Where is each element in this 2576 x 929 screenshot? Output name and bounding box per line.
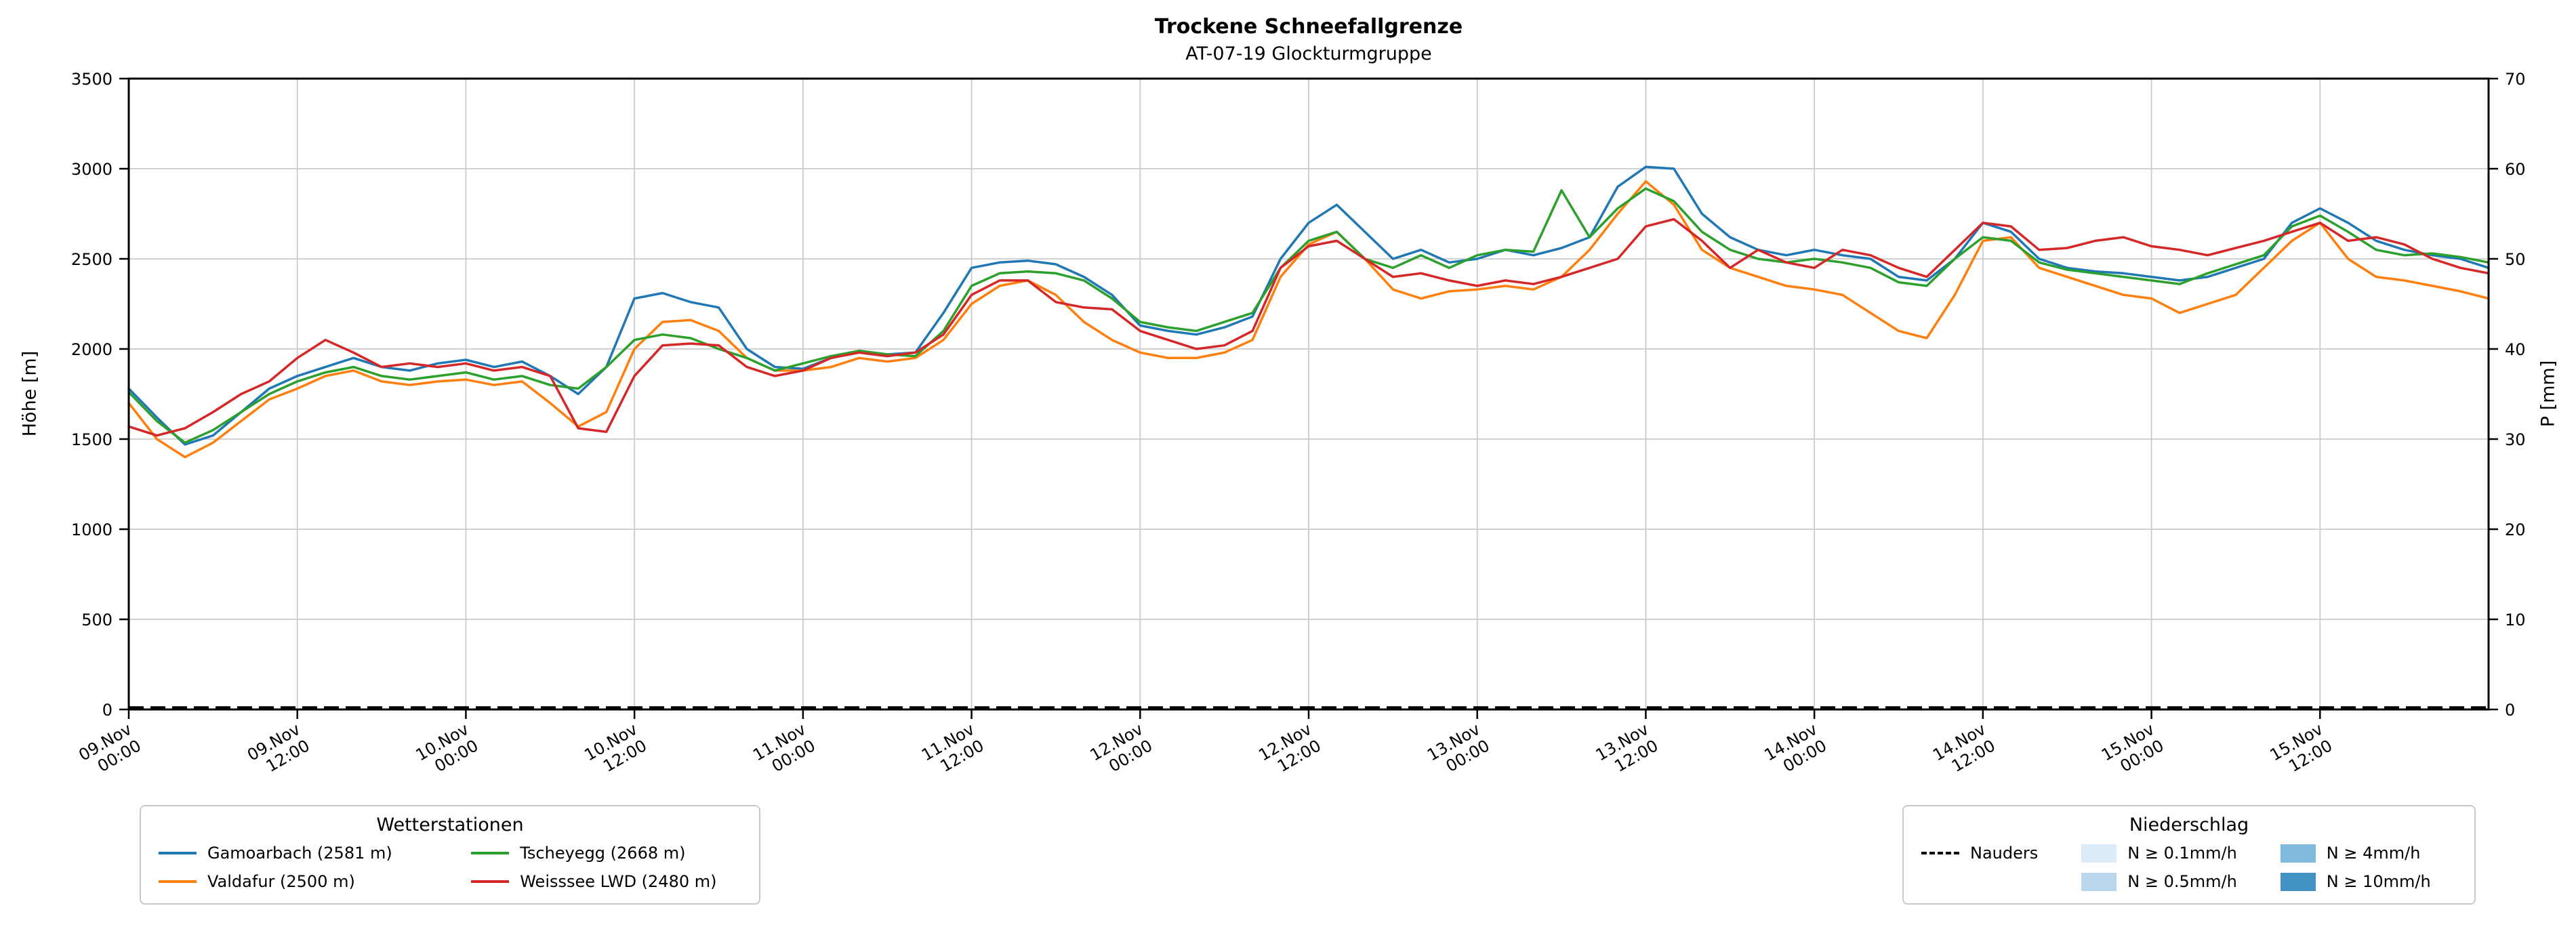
x-tick-label: 09.Nov00:00 bbox=[75, 720, 144, 781]
x-tick-label-text: 14.Nov12:00 bbox=[1929, 720, 1999, 781]
right-tick-label: 50 bbox=[2505, 250, 2526, 269]
legend-stations: Wetterstationen Gamoarbach (2581 m) Valda… bbox=[140, 805, 760, 905]
dashed-line-swatch bbox=[1921, 852, 1959, 854]
x-tick-label-text: 11.Nov12:00 bbox=[918, 720, 987, 781]
legend-item-n-0-5mm-h: N ≥ 0.5mm/h bbox=[2081, 872, 2237, 891]
legend-item-valdafur-2500-m: Valdafur (2500 m) bbox=[159, 872, 417, 891]
x-tick-label: 11.Nov12:00 bbox=[918, 720, 987, 781]
left-tick-label: 0 bbox=[102, 701, 113, 720]
right-tick-label: 70 bbox=[2505, 70, 2526, 89]
left-tick-label: 500 bbox=[81, 611, 113, 629]
plot-area: 0 500 1000 1500 2000 2500 3000 3500 0 10 20 30 40 50 6… bbox=[71, 70, 2526, 781]
left-tick-label: 3000 bbox=[71, 160, 113, 179]
legend-precip-column: N ≥ 0.1mm/h N ≥ 0.5mm/h bbox=[2081, 844, 2237, 891]
x-tick-label: 12.Nov12:00 bbox=[1255, 720, 1324, 781]
x-tick-label-text: 12.Nov12:00 bbox=[1255, 720, 1324, 781]
legend-item-n-10mm-h: N ≥ 10mm/h bbox=[2280, 872, 2431, 891]
legend-item-n-0-1mm-h: N ≥ 0.1mm/h bbox=[2081, 844, 2237, 863]
legend-item-nauders: Nauders bbox=[1921, 844, 2038, 863]
x-tick-label: 15.Nov12:00 bbox=[2267, 720, 2336, 781]
legend-stations-items: Gamoarbach (2581 m) Valdafur (2500 m) Tsch… bbox=[159, 844, 741, 891]
right-tick-label: 20 bbox=[2505, 520, 2526, 539]
left-tick-label: 2500 bbox=[71, 250, 113, 269]
x-tick-label-text: 09.Nov00:00 bbox=[75, 720, 144, 781]
right-tick-label: 10 bbox=[2505, 611, 2526, 629]
legend-label: N ≥ 4mm/h bbox=[2326, 844, 2421, 863]
right-tick-label: 0 bbox=[2505, 701, 2515, 720]
legend-label: Gamoarbach (2581 m) bbox=[207, 844, 392, 863]
legend-precip-column: Nauders bbox=[1921, 844, 2038, 863]
x-tick-label: 13.Nov12:00 bbox=[1593, 720, 1662, 781]
legend-stations-title: Wetterstationen bbox=[376, 814, 524, 835]
x-tick-label: 10.Nov12:00 bbox=[581, 720, 651, 781]
chart-title: Trockene Schneefallgrenze bbox=[1154, 15, 1463, 39]
left-tick-label: 1000 bbox=[71, 520, 113, 539]
x-tick-label-text: 15.Nov12:00 bbox=[2267, 720, 2336, 781]
legend-label: N ≥ 0.5mm/h bbox=[2127, 872, 2237, 891]
line-swatch bbox=[471, 852, 510, 854]
right-axis-label: P [mm] bbox=[2537, 360, 2559, 428]
right-tick-label: 30 bbox=[2505, 430, 2526, 449]
x-tick-label-text: 14.Nov00:00 bbox=[1761, 720, 1831, 781]
legend-precip-column: N ≥ 4mm/h N ≥ 10mm/h bbox=[2280, 844, 2431, 891]
x-tick-label-text: 13.Nov00:00 bbox=[1424, 720, 1493, 781]
legend-item-gamoarbach-2581-m: Gamoarbach (2581 m) bbox=[159, 844, 417, 863]
chart-subtitle: AT-07-19 Glockturmgruppe bbox=[1185, 43, 1432, 64]
color-patch-swatch bbox=[2280, 844, 2316, 863]
x-tick-label: 14.Nov12:00 bbox=[1929, 720, 1999, 781]
series-line-weisssee-lwd-2480-m bbox=[127, 218, 2490, 437]
legend-precip: Niederschlag Nauders N ≥ 0.1mm/h N ≥ 0.5mm… bbox=[1902, 805, 2476, 905]
x-tick-label: 10.Nov00:00 bbox=[413, 720, 482, 781]
line-swatch bbox=[159, 852, 197, 854]
series-line-gamoarbach-2581-m bbox=[127, 165, 2490, 446]
legend-item-n-4mm-h: N ≥ 4mm/h bbox=[2280, 844, 2431, 863]
x-tick-label: 14.Nov00:00 bbox=[1761, 720, 1831, 781]
left-axis-label: Höhe [m] bbox=[19, 350, 41, 437]
x-tick-label-text: 11.Nov00:00 bbox=[750, 720, 819, 781]
left-tick-label: 3500 bbox=[71, 70, 113, 89]
x-tick-label-text: 12.Nov00:00 bbox=[1087, 720, 1156, 781]
series-line-tscheyegg-2668-m bbox=[127, 187, 2490, 445]
x-tick-label: 13.Nov00:00 bbox=[1424, 720, 1493, 781]
left-tick-label: 2000 bbox=[71, 340, 113, 359]
legend-label: Tscheyegg (2668 m) bbox=[520, 844, 686, 863]
right-tick-label: 60 bbox=[2505, 160, 2526, 179]
legend-label: Nauders bbox=[1970, 844, 2039, 863]
series-line-valdafur-2500-m bbox=[127, 180, 2490, 459]
x-tick-label: 09.Nov12:00 bbox=[244, 720, 313, 781]
legend-precip-items: Nauders N ≥ 0.1mm/h N ≥ 0.5mm/h N ≥ 4mm/h N … bbox=[1921, 844, 2457, 891]
color-patch-swatch bbox=[2081, 872, 2117, 891]
line-swatch bbox=[471, 880, 510, 883]
legend-label: N ≥ 0.1mm/h bbox=[2127, 844, 2237, 863]
line-swatch bbox=[159, 880, 197, 883]
legend-label: Valdafur (2500 m) bbox=[207, 872, 355, 891]
legend-item-weisssee-lwd-2480-m: Weisssee LWD (2480 m) bbox=[471, 872, 741, 891]
x-tick-label-text: 13.Nov12:00 bbox=[1593, 720, 1662, 781]
color-patch-swatch bbox=[2280, 872, 2316, 891]
x-tick-label-text: 09.Nov12:00 bbox=[244, 720, 313, 781]
left-tick-label: 1500 bbox=[71, 430, 113, 449]
x-tick-label: 11.Nov00:00 bbox=[750, 720, 819, 781]
x-tick-label-text: 10.Nov00:00 bbox=[413, 720, 482, 781]
right-tick-label: 40 bbox=[2505, 340, 2526, 359]
legend-item-tscheyegg-2668-m: Tscheyegg (2668 m) bbox=[471, 844, 741, 863]
x-tick-label: 15.Nov00:00 bbox=[2098, 720, 2167, 781]
legend-label: Weisssee LWD (2480 m) bbox=[520, 872, 717, 891]
x-tick-label-text: 15.Nov00:00 bbox=[2098, 720, 2167, 781]
legend-label: N ≥ 10mm/h bbox=[2326, 872, 2431, 891]
x-tick-label-text: 10.Nov12:00 bbox=[581, 720, 651, 781]
legend-precip-title: Niederschlag bbox=[2129, 814, 2249, 835]
color-patch-swatch bbox=[2081, 844, 2117, 863]
x-tick-label: 12.Nov00:00 bbox=[1087, 720, 1156, 781]
